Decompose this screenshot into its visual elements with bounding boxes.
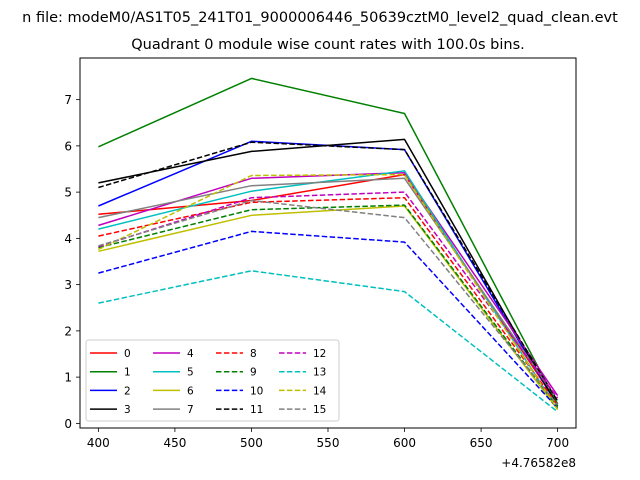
y-tick-label: 6 (64, 139, 72, 153)
chart-suptitle: n file: modeM0/AS1T05_241T01_9000006446_… (22, 10, 618, 26)
legend-label: 13 (313, 367, 326, 379)
x-offset-label: +4.76582e8 (501, 456, 576, 470)
series-line-15 (98, 199, 559, 406)
legend-label: 0 (124, 348, 131, 360)
legend-label: 4 (187, 348, 194, 360)
legend-box (85, 339, 340, 422)
legend-label: 6 (187, 385, 194, 397)
legend-label: 7 (187, 404, 194, 416)
legend-label: 1 (124, 367, 131, 379)
x-tick-label: 600 (393, 436, 416, 450)
y-tick-label: 1 (64, 371, 72, 385)
legend-label: 9 (250, 367, 257, 379)
series-line-14 (98, 173, 559, 410)
y-tick-label: 4 (64, 232, 72, 246)
x-tick-label: 500 (240, 436, 263, 450)
series-line-3 (98, 138, 559, 407)
y-tick-label: 3 (64, 278, 72, 292)
series-line-6 (98, 205, 559, 410)
legend-label: 11 (250, 404, 263, 416)
x-tick-label: 650 (470, 436, 493, 450)
series-line-12 (98, 191, 559, 399)
series-line-1 (98, 77, 559, 405)
x-tick-label: 400 (87, 436, 110, 450)
chart-title: Quadrant 0 module wise count rates with … (131, 37, 525, 53)
legend-label: 15 (313, 404, 326, 416)
legend-label: 12 (313, 348, 326, 360)
legend-label: 10 (250, 385, 263, 397)
series-line-9 (98, 204, 559, 408)
axes-frame (79, 57, 577, 429)
series-layer (98, 77, 559, 413)
legend-label: 2 (124, 385, 131, 397)
legend-label: 8 (250, 348, 257, 360)
series-line-8 (98, 196, 559, 406)
y-tick-label: 2 (64, 324, 72, 338)
series-line-13 (98, 270, 559, 413)
x-tick-label: 450 (163, 436, 186, 450)
y-tick-label: 7 (64, 93, 72, 107)
legend-label: 5 (187, 367, 194, 379)
x-tick-label: 700 (546, 436, 569, 450)
y-tick-label: 5 (64, 186, 72, 200)
legend-label: 3 (124, 404, 131, 416)
series-line-11 (98, 141, 559, 402)
legend-label: 14 (313, 385, 327, 397)
x-tick-label: 550 (317, 436, 340, 450)
series-line-10 (98, 230, 559, 409)
y-tick-label: 0 (64, 417, 72, 431)
series-line-7 (98, 177, 559, 401)
